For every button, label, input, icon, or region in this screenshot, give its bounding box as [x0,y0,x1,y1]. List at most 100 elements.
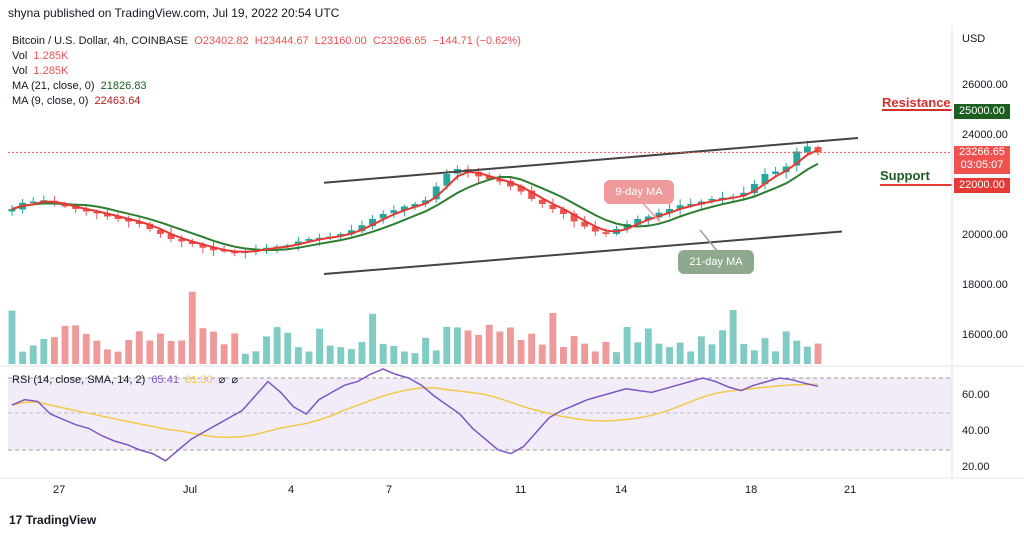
tradingview-logo[interactable]: 17 TradingView [9,513,96,527]
volume-bar [666,347,673,364]
time-tick: Jul [183,484,198,496]
time-tick: 27 [53,484,66,496]
candle-body [93,211,101,214]
rsi-tick: 60.00 [962,389,990,401]
volume-bar [337,347,345,364]
volume-bar [464,330,472,364]
volume-bar [326,345,334,364]
volume-bar [634,342,642,364]
volume-bar [761,338,769,364]
candle-body [369,219,377,227]
candle-body [772,171,780,174]
candle-body [199,244,207,248]
volume-bar [358,341,366,364]
candle-body [146,223,154,229]
candle-body [803,146,811,153]
candle-body [157,229,164,234]
candle-body [167,233,175,239]
volume-bar [146,340,154,364]
ma9-row[interactable]: MA (9, close, 0) 22463.64 [12,94,521,109]
time-tick: 7 [386,484,393,496]
candle-body [517,186,525,192]
ohlc-row: Bitcoin / U.S. Dollar, 4h, COINBASE O234… [12,34,521,49]
volume-bar [400,351,408,364]
candle-body [581,221,589,227]
rsi-line [11,368,819,462]
rsi-band [8,378,952,450]
price-tick: 16000.00 [962,329,1008,341]
candle-body [29,201,37,203]
time-tick: 11 [515,484,527,496]
volume-bar [379,343,387,364]
volume-bar [750,350,758,364]
high-value: H23444.67 [254,35,309,47]
vol-row-2[interactable]: Vol 1.285K [12,64,521,79]
candle-body [114,215,122,219]
candle-body [104,213,111,217]
ma21-row[interactable]: MA (21, close, 0) 21826.83 [12,79,521,94]
candle-body [379,214,387,219]
candle-body [400,206,408,211]
volume-bar [602,341,610,364]
volume-bars [8,291,822,364]
volume-bar [453,327,461,364]
eye-icon[interactable]: ⌀ [218,374,226,386]
ma9-value: 22463.64 [94,95,141,107]
ma21-value: 21826.83 [100,80,147,92]
change-value: −144.71 (−0.62%) [432,35,521,47]
volume-bar [167,340,175,364]
candle-body [496,178,504,182]
candle-body [793,151,801,166]
volume-bar [687,351,695,364]
volume-bar [369,313,377,364]
volume-bar [676,342,684,364]
volume-bar [485,324,493,364]
vol-label: Vol [12,65,28,77]
volume-bar [814,343,822,364]
candle-body [294,241,302,245]
candle-body [687,204,695,206]
candle-body [560,209,567,214]
volume-bar [241,353,249,364]
rsi-legend[interactable]: RSI (14, close, SMA, 14, 2) 65.41 61.30 … [12,373,238,386]
volume-bar [772,351,780,364]
candle-body [8,209,16,212]
ma9-label: MA (9, close, 0) [12,95,89,107]
symbol-label[interactable]: Bitcoin / U.S. Dollar, 4h, COINBASE [12,35,189,47]
volume-bar [199,328,207,364]
volume-bar [82,333,90,364]
candle-body [570,213,578,222]
volume-bar [220,344,228,364]
candle-body [390,210,398,214]
candle-body [443,174,451,186]
candle-body [538,199,546,204]
ma9-line [11,149,819,253]
resistance-label: Resistance [882,95,951,110]
ma21-line [11,162,819,252]
vol-row-1[interactable]: Vol 1.285K [12,49,521,64]
candles [8,140,822,259]
volume-bar [29,345,37,364]
support-label: Support [880,168,930,183]
volume-bar [719,330,726,364]
tv-logo-icon: 17 [9,513,23,527]
currency-label[interactable]: USD [962,33,986,45]
volume-bar [782,331,790,364]
candle-body [507,180,514,187]
volume-bar [432,350,440,364]
brand-name: TradingView [25,513,97,527]
volume-bar [475,334,483,364]
candle-body [591,226,599,232]
chart-legend: Bitcoin / U.S. Dollar, 4h, COINBASE O234… [12,34,521,109]
volume-bar [708,344,716,364]
rsi-value: 65.41 [151,374,179,386]
candle-body [549,204,557,209]
volume-bar [538,344,546,364]
volume-bar [19,351,27,364]
candle-body [708,199,716,201]
eye-icon[interactable]: ⌀ [231,374,239,386]
volume-bar [793,340,801,364]
time-tick: 14 [615,484,628,496]
rsi-sma-value: 61.30 [185,374,213,386]
